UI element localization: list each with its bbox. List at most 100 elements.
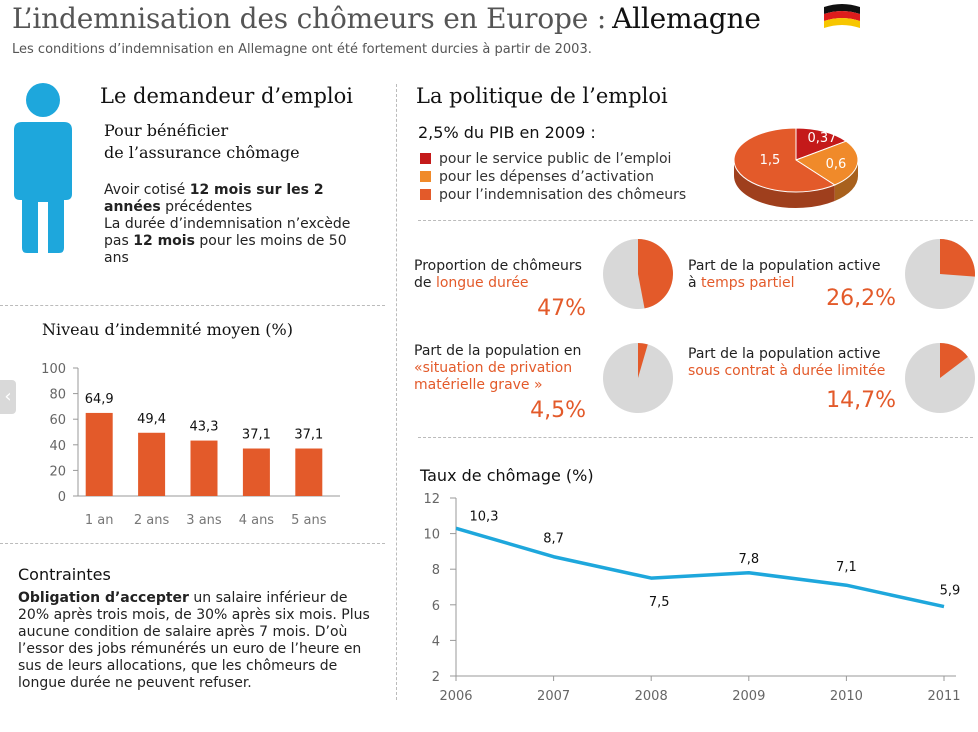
column-divider — [396, 84, 397, 700]
stat-highlight: longue durée — [435, 275, 529, 291]
stat-text: à — [688, 275, 702, 291]
divider — [0, 305, 385, 306]
legend-swatch — [420, 153, 431, 164]
subheading-line: Pour bénéficier — [104, 121, 229, 140]
point-value-label: 5,9 — [940, 584, 961, 599]
x-tick-label: 1 an — [85, 513, 114, 528]
x-tick-label: 2010 — [830, 689, 863, 704]
line-chart-title: Taux de chômage (%) — [420, 466, 594, 485]
stat-value: 47% — [537, 296, 586, 321]
x-tick-label: 4 ans — [239, 513, 275, 528]
pie-slice — [795, 127, 848, 161]
gdp-label: 2,5% du PIB en 2009 : — [418, 123, 596, 142]
req-text: Avoir cotisé — [104, 182, 190, 198]
legend-item: pour les dépenses d’activation — [420, 168, 686, 186]
x-tick-label: 2011 — [927, 689, 960, 704]
stat-pie — [603, 239, 673, 309]
divider — [418, 220, 973, 221]
stat-long-term: Proportion de chômeurs de longue durée — [414, 258, 604, 292]
stat-pie — [905, 239, 975, 309]
legend-label: pour le service public de l’emploi — [439, 151, 672, 167]
stat-pie-slice — [940, 239, 975, 277]
bar — [138, 432, 166, 496]
stat-line: Part de la population active — [688, 258, 881, 274]
x-tick-label: 3 ans — [186, 513, 222, 528]
y-tick-label: 12 — [423, 492, 440, 507]
applicant-subheading: Pour bénéficier de l’assurance chômage — [104, 120, 300, 164]
legend-label: pour l’indemnisation des chômeurs — [439, 187, 687, 203]
constraints-text: Obligation d’accepter un salaire inférie… — [18, 590, 374, 692]
pie-slice-side — [834, 160, 858, 202]
bar-value-label: 37,1 — [242, 428, 271, 443]
req-bold: 12 mois sur les 2 années — [104, 182, 324, 215]
stat-line: à temps partiel — [688, 275, 913, 292]
legend-label: pour les dépenses d’activation — [439, 169, 654, 185]
x-tick-label: 2009 — [732, 689, 765, 704]
pie-value-label: 0,6 — [826, 157, 847, 172]
stat-part-time: Part de la population active à temps par… — [688, 258, 913, 292]
stat-deprivation: Part de la population en «situation de p… — [414, 343, 604, 394]
pie-slice — [733, 127, 836, 193]
stat-pie-slice — [638, 239, 673, 309]
requirement-duration: La durée d’indemnisation n’excède pas 12… — [104, 216, 374, 267]
y-tick-label: 4 — [432, 634, 440, 649]
point-value-label: 8,7 — [543, 532, 564, 547]
stat-line: sous contrat à durée limitée — [688, 363, 913, 380]
y-tick-label: 10 — [423, 528, 440, 543]
stat-pie-slice — [638, 343, 648, 378]
policy-heading: La politique de l’emploi — [416, 84, 668, 108]
y-tick-label: 6 — [432, 599, 440, 614]
stat-line: «situation de privation — [414, 360, 604, 377]
title-text: L’indemnisation des chômeurs en Europe : — [12, 2, 607, 35]
y-tick-label: 80 — [49, 388, 66, 403]
x-tick-label: 5 ans — [291, 513, 327, 528]
page-subtitle: Les conditions d’indemnisation en Allema… — [12, 42, 592, 57]
line-chart: 2 4 6 8 10 12 2006 2007 2008 2009 2010 2011 10,3 8,7 7… — [423, 492, 961, 704]
bar — [85, 412, 113, 496]
pie-value-label: 0,37 — [808, 131, 837, 146]
y-tick-label: 2 — [432, 670, 440, 685]
german-flag-icon — [824, 4, 860, 28]
stat-highlight: «situation de privation — [414, 360, 573, 376]
applicant-requirements: Avoir cotisé 12 mois sur les 2 années pr… — [104, 182, 374, 267]
person-icon — [14, 83, 72, 253]
divider — [418, 437, 973, 438]
stat-pie-slice — [940, 343, 968, 378]
stat-value: 4,5% — [530, 398, 586, 423]
y-tick-label: 60 — [49, 413, 66, 428]
stat-pie — [603, 343, 673, 413]
constraints-body: un salaire inférieur de 20% après trois … — [18, 590, 370, 691]
x-tick-label: 2007 — [537, 689, 570, 704]
pie-value-label: 1,5 — [760, 153, 781, 168]
point-value-label: 7,8 — [738, 552, 759, 567]
bar-value-label: 43,3 — [190, 420, 219, 435]
legend-swatch — [420, 171, 431, 182]
bar — [242, 448, 270, 496]
y-tick-label: 8 — [432, 563, 440, 578]
stat-line: de longue durée — [414, 275, 604, 292]
stat-value: 14,7% — [826, 388, 896, 413]
bar-value-label: 64,9 — [85, 392, 114, 407]
stat-value: 26,2% — [826, 286, 896, 311]
point-value-label: 10,3 — [470, 509, 499, 524]
stat-line: matérielle grave » — [414, 377, 543, 393]
stat-line: Part de la population en — [414, 343, 582, 359]
stat-fixed-term: Part de la population active sous contra… — [688, 346, 913, 380]
previous-slide-button[interactable]: ‹ — [0, 380, 16, 414]
req-text: La durée d’indemnisation n’excède pas — [104, 216, 351, 249]
stat-pie — [905, 343, 975, 413]
y-tick-label: 20 — [49, 464, 66, 479]
bar-value-label: 49,4 — [137, 412, 166, 427]
x-tick-label: 2008 — [635, 689, 668, 704]
req-bold: 12 mois — [133, 233, 195, 249]
stat-line: Part de la population active — [688, 346, 881, 362]
bar — [295, 448, 323, 496]
legend-swatch — [420, 189, 431, 200]
page-title: L’indemnisation des chômeurs en Europe :… — [12, 2, 761, 35]
y-tick-label: 0 — [58, 490, 66, 505]
budget-pie-chart: 0,37 0,6 1,5 — [733, 127, 859, 208]
stat-line: Proportion de chômeurs — [414, 258, 582, 274]
legend-item: pour le service public de l’emploi — [420, 150, 686, 168]
legend-item: pour l’indemnisation des chômeurs — [420, 186, 686, 204]
pie-legend: pour le service public de l’emploi pour … — [420, 150, 686, 204]
